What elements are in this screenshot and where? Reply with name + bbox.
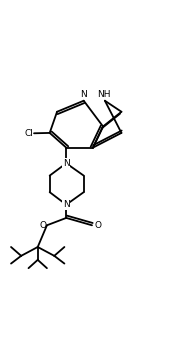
Text: O: O — [39, 221, 46, 230]
Text: N: N — [63, 200, 70, 209]
Text: N: N — [80, 90, 87, 99]
Text: Cl: Cl — [24, 129, 33, 138]
Text: N: N — [63, 159, 70, 168]
Text: NH: NH — [97, 90, 111, 99]
Text: O: O — [94, 221, 101, 230]
